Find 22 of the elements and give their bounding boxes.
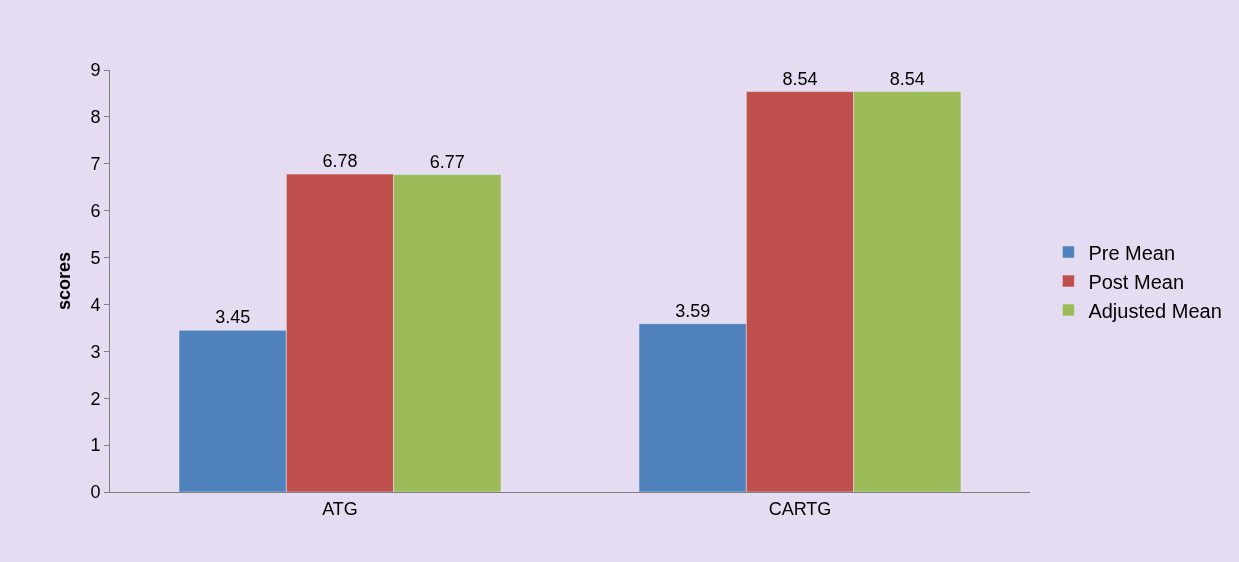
data-label: 3.45 [215, 307, 251, 328]
legend-label: Pre Mean [1088, 241, 1176, 264]
data-label: 8.54 [782, 68, 818, 89]
x-tick-label: ATG [322, 498, 358, 519]
y-tick-label: 1 [90, 435, 101, 456]
data-label: 3.59 [675, 300, 711, 321]
data-label: 6.78 [322, 151, 358, 172]
y-tick-label: 6 [90, 200, 101, 221]
data-label: 8.54 [889, 68, 925, 89]
legend-label: Post Mean [1088, 270, 1185, 293]
data-label: 6.77 [429, 151, 465, 172]
y-tick-label: 4 [90, 294, 101, 315]
legend-label: Adjusted Mean [1088, 299, 1222, 322]
y-tick-label: 5 [90, 247, 101, 268]
y-tick-label: 0 [90, 482, 101, 503]
y-tick-label: 3 [90, 341, 101, 362]
x-tick-label: CARTG [768, 498, 832, 519]
y-tick-label: 2 [90, 388, 101, 409]
y-axis-title: scores [53, 251, 74, 311]
y-tick-label: 8 [90, 107, 101, 128]
y-tick-label: 9 [90, 60, 101, 81]
y-tick-label: 7 [90, 154, 101, 175]
